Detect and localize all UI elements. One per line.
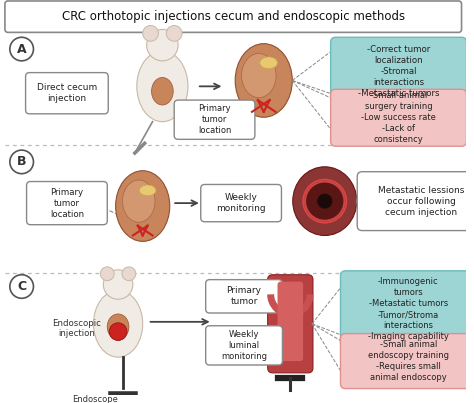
- Text: Metastatic lessions
occur following
cecum injection: Metastatic lessions occur following cecu…: [378, 185, 465, 217]
- Ellipse shape: [107, 314, 129, 339]
- FancyBboxPatch shape: [277, 282, 303, 361]
- FancyBboxPatch shape: [206, 326, 283, 365]
- FancyBboxPatch shape: [206, 280, 283, 313]
- Circle shape: [103, 270, 133, 299]
- FancyBboxPatch shape: [201, 185, 282, 222]
- Text: Primary
tumor
location: Primary tumor location: [198, 104, 231, 135]
- FancyBboxPatch shape: [357, 172, 474, 231]
- FancyBboxPatch shape: [26, 73, 108, 114]
- Text: A: A: [17, 43, 27, 56]
- Text: Direct cecum
injection: Direct cecum injection: [37, 83, 97, 103]
- Ellipse shape: [93, 291, 143, 357]
- Circle shape: [100, 267, 114, 280]
- FancyBboxPatch shape: [174, 100, 255, 139]
- Ellipse shape: [242, 54, 276, 98]
- Text: -Correct tumor
localization
-Stromal
interactions
-Metastatic tumors: -Correct tumor localization -Stromal int…: [358, 45, 439, 98]
- FancyBboxPatch shape: [5, 1, 462, 32]
- Circle shape: [109, 323, 127, 341]
- Text: Primary
tumor: Primary tumor: [227, 286, 262, 306]
- Ellipse shape: [293, 167, 357, 235]
- FancyBboxPatch shape: [27, 181, 107, 225]
- Text: Endoscopic
injection: Endoscopic injection: [52, 319, 101, 339]
- FancyBboxPatch shape: [340, 334, 474, 388]
- Text: Endoscope: Endoscope: [73, 395, 118, 403]
- Circle shape: [317, 193, 333, 209]
- Text: Weekly
monitoring: Weekly monitoring: [216, 193, 266, 213]
- Text: -Small animal
endoscopy training
-Requires small
animal endoscopy: -Small animal endoscopy training -Requir…: [368, 340, 449, 382]
- Ellipse shape: [139, 185, 156, 196]
- Text: B: B: [17, 156, 27, 168]
- Circle shape: [166, 25, 182, 41]
- Text: -Small animal
surgery training
-Low success rate
-Lack of
consistency: -Small animal surgery training -Low succ…: [361, 91, 436, 144]
- Circle shape: [10, 150, 34, 174]
- FancyBboxPatch shape: [340, 271, 474, 347]
- Circle shape: [10, 275, 34, 298]
- Text: CRC orthotopic injections cecum and endoscopic methods: CRC orthotopic injections cecum and endo…: [62, 10, 405, 23]
- Circle shape: [146, 29, 178, 61]
- Circle shape: [10, 37, 34, 61]
- Text: Primary
tumor
location: Primary tumor location: [50, 187, 84, 219]
- FancyBboxPatch shape: [331, 37, 466, 106]
- Ellipse shape: [116, 171, 170, 241]
- Ellipse shape: [122, 180, 155, 222]
- FancyBboxPatch shape: [331, 89, 466, 146]
- Ellipse shape: [260, 57, 277, 69]
- Text: Weekly
luminal
monitoring: Weekly luminal monitoring: [221, 330, 267, 361]
- Ellipse shape: [137, 51, 188, 122]
- Circle shape: [305, 181, 345, 221]
- FancyBboxPatch shape: [268, 275, 313, 373]
- Circle shape: [143, 25, 158, 41]
- Circle shape: [122, 267, 136, 280]
- Ellipse shape: [152, 77, 173, 105]
- Text: -Immunogenic
tumors
-Metastatic tumors
-Tumor/Stroma
interactions
-Imaging capab: -Immunogenic tumors -Metastatic tumors -…: [368, 277, 449, 341]
- Text: C: C: [17, 280, 26, 293]
- Ellipse shape: [235, 44, 292, 117]
